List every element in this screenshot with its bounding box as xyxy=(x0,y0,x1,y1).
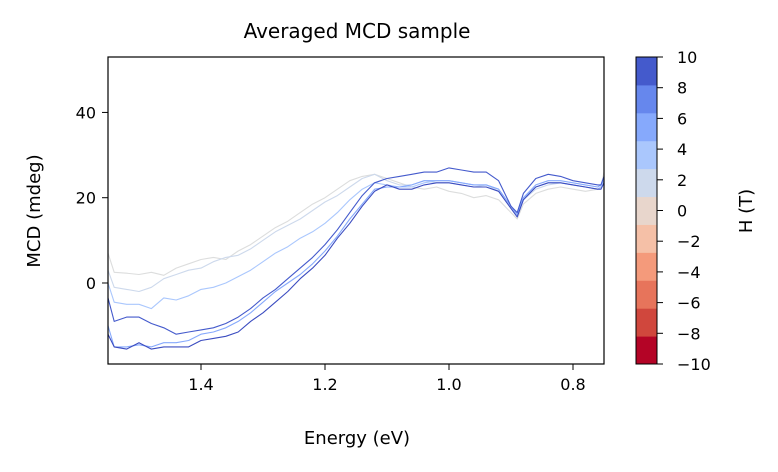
x-tick-label: 0.8 xyxy=(560,375,585,394)
colorbar-bands xyxy=(636,57,657,365)
colorbar-band xyxy=(636,336,657,365)
colorbar-band xyxy=(636,84,657,114)
y-axis-ticks: 0 20 40 xyxy=(76,103,108,293)
series-line xyxy=(107,167,605,335)
colorbar-tick-label: 8 xyxy=(677,79,687,98)
y-tick-label: 40 xyxy=(76,103,96,122)
series-line xyxy=(107,178,605,310)
colorbar-band xyxy=(636,196,657,225)
colorbar-tick-label: −8 xyxy=(677,324,701,343)
colorbar-band xyxy=(636,280,657,309)
colorbar-tick-label: −2 xyxy=(677,232,701,251)
colorbar-band xyxy=(636,168,657,198)
series-line xyxy=(107,173,605,293)
colorbar-band xyxy=(636,224,657,253)
colorbar-band xyxy=(636,140,657,170)
colorbar-ticks: −10 −8 −6 −4 −2 0 2 4 6 8 10 xyxy=(657,48,711,374)
colorbar-tick-label: 4 xyxy=(677,140,687,159)
colorbar-band xyxy=(636,308,657,337)
colorbar-tick-label: 2 xyxy=(677,171,687,190)
series-line xyxy=(107,182,605,350)
series-lines xyxy=(107,167,605,350)
y-tick-label: 20 xyxy=(76,189,96,208)
series-line xyxy=(107,171,605,276)
colorbar-band xyxy=(636,57,657,86)
colorbar-tick-label: −10 xyxy=(677,355,711,374)
x-tick-label: 1.0 xyxy=(436,375,461,394)
chart-title: Averaged MCD sample xyxy=(244,19,471,43)
colorbar-frame xyxy=(635,56,658,365)
colorbar-tick-label: 0 xyxy=(677,202,687,221)
colorbar-band xyxy=(636,112,657,142)
y-axis-label: MCD (mdeg) xyxy=(24,154,45,267)
y-tick-label: 0 xyxy=(86,274,96,293)
series-line xyxy=(107,180,605,348)
colorbar-label: H (T) xyxy=(736,189,757,233)
colorbar-tick-label: 10 xyxy=(677,48,697,67)
x-axis-label: Energy (eV) xyxy=(304,428,410,449)
colorbar-band xyxy=(636,252,657,281)
x-tick-label: 1.2 xyxy=(312,375,337,394)
x-tick-label: 1.4 xyxy=(188,375,213,394)
plot-frame xyxy=(107,56,605,365)
x-axis-ticks: 1.4 1.2 1.0 0.8 xyxy=(188,364,586,394)
colorbar-tick-label: −4 xyxy=(677,263,701,282)
colorbar-tick-label: 6 xyxy=(677,109,687,128)
colorbar-tick-label: −6 xyxy=(677,294,701,313)
